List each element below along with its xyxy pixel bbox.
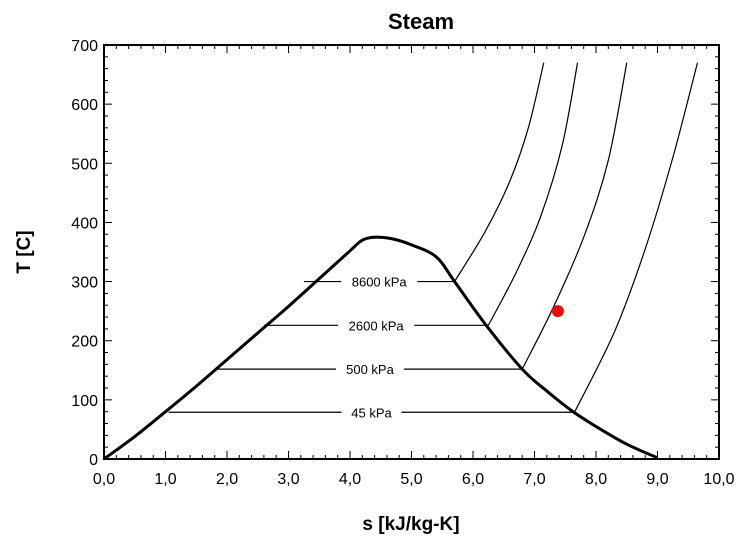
isobar-superheat-line xyxy=(487,62,579,326)
saturation-dome xyxy=(103,235,659,461)
plot-frame xyxy=(103,44,720,460)
isobar-label: 45 kPa xyxy=(351,405,392,420)
y-tick-label: 600 xyxy=(71,97,98,114)
x-tick-label: 6,0 xyxy=(462,471,484,488)
isobar-label: 8600 kPa xyxy=(352,275,408,290)
x-tick-label: 10,0 xyxy=(703,471,734,488)
x-axis-label: s [kJ/kg-K] xyxy=(362,514,459,535)
isobar-label: 500 kPa xyxy=(346,362,394,377)
state-point xyxy=(551,305,564,318)
x-tick-label: 8,0 xyxy=(585,471,607,488)
y-tick-label: 300 xyxy=(71,275,98,292)
isobar-superheat-line xyxy=(573,62,699,413)
x-tick-label: 1,0 xyxy=(154,471,176,488)
isobar-superheat-line xyxy=(454,62,545,282)
isobar-superheat-line xyxy=(521,62,628,370)
y-tick-label: 700 xyxy=(71,38,98,55)
x-tick-label: 5,0 xyxy=(400,471,422,488)
x-tick-label: 2,0 xyxy=(216,471,238,488)
plot-lines: 8600 kPa 2600 kPa 500 kPa 45 kPa xyxy=(103,62,699,461)
y-tick-label: 400 xyxy=(71,215,98,232)
axis-ticks: 0 100 200 300 400 500 600 700 0,0 1,0 2,0 3,0 4,0 5,0… xyxy=(71,38,734,488)
y-tick-label: 500 xyxy=(71,156,98,173)
x-tick-label: 4,0 xyxy=(339,471,361,488)
y-tick-label: 200 xyxy=(71,334,98,351)
x-tick-label: 0,0 xyxy=(93,471,115,488)
isobar-label: 2600 kPa xyxy=(349,318,405,333)
y-tick-label: 0 xyxy=(89,452,98,469)
x-tick-label: 7,0 xyxy=(523,471,545,488)
x-tick-label: 9,0 xyxy=(646,471,668,488)
chart-title: Steam xyxy=(388,9,454,34)
x-tick-label: 3,0 xyxy=(277,471,299,488)
y-tick-label: 100 xyxy=(71,393,98,410)
y-axis-label: T [C] xyxy=(14,230,35,273)
